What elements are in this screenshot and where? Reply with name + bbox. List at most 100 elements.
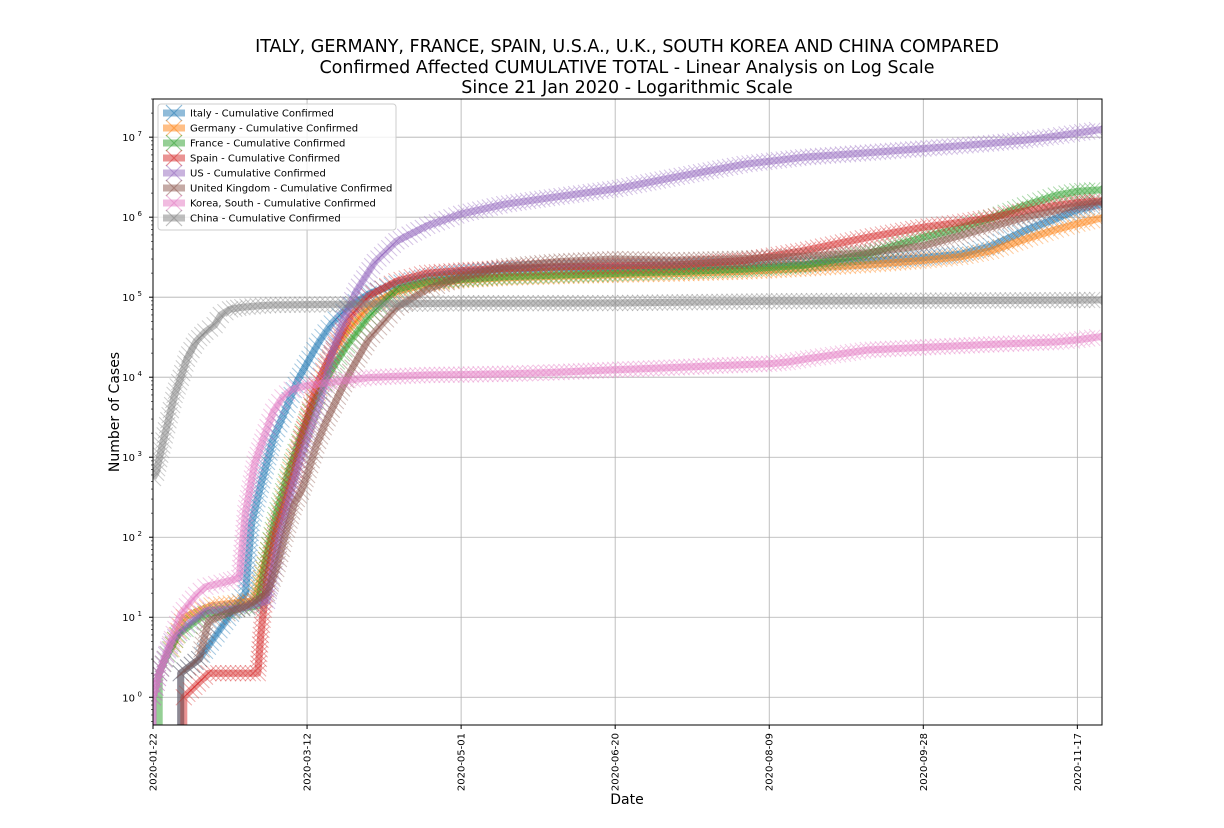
- series-markers: [153, 328, 1102, 706]
- marker-x: [977, 219, 995, 237]
- marker-x: [977, 336, 995, 353]
- marker-x: [251, 640, 269, 658]
- marker-x: [562, 186, 580, 204]
- marker-x: [303, 451, 321, 469]
- marker-x: [962, 136, 979, 154]
- marker-x: [307, 437, 325, 454]
- marker-x: [582, 251, 600, 269]
- marker-x: [260, 579, 278, 597]
- series-line: [180, 197, 1102, 725]
- marker-x: [218, 573, 236, 590]
- marker-x: [924, 338, 942, 356]
- marker-x: [686, 293, 704, 311]
- marker-x: [239, 664, 257, 682]
- marker-x: [282, 507, 300, 525]
- marker-x: [553, 363, 570, 381]
- marker-x: [789, 257, 807, 275]
- marker-x: [219, 664, 237, 682]
- marker-x: [780, 292, 798, 310]
- marker-x: [558, 363, 575, 381]
- marker-x: [726, 356, 744, 374]
- marker-x: [691, 293, 709, 311]
- marker-x: [681, 293, 699, 311]
- marker-x: [529, 191, 546, 208]
- marker-x: [339, 295, 357, 313]
- marker-x: [190, 329, 208, 347]
- marker-x: [1006, 211, 1024, 229]
- marker-x: [428, 264, 446, 281]
- marker-x: [187, 586, 205, 604]
- marker-x: [285, 498, 302, 516]
- marker-x: [712, 250, 729, 268]
- marker-x: [642, 251, 660, 269]
- marker-x: [687, 358, 705, 375]
- marker-x: [350, 295, 367, 313]
- marker-x: [982, 336, 1000, 353]
- marker-x: [874, 340, 892, 358]
- marker-x: [181, 594, 199, 611]
- marker-x: [1047, 127, 1065, 145]
- marker-x: [611, 179, 629, 197]
- marker-x: [617, 361, 634, 378]
- marker-x: [462, 294, 480, 312]
- marker-x: [1022, 334, 1040, 352]
- marker-x: [443, 208, 460, 226]
- marker-x: [532, 364, 550, 382]
- marker-x: [1052, 126, 1070, 144]
- marker-x: [780, 248, 797, 266]
- marker-x: [746, 355, 763, 373]
- marker-x: [467, 202, 484, 220]
- marker-x: [914, 218, 932, 236]
- x-tick-label: 2020-01-22: [149, 733, 160, 791]
- marker-x: [1042, 222, 1060, 240]
- marker-x: [217, 303, 234, 321]
- marker-x: [388, 272, 405, 290]
- marker-x: [785, 292, 803, 310]
- marker-x: [257, 458, 275, 475]
- marker-x: [1011, 232, 1029, 250]
- marker-x: [519, 192, 537, 210]
- marker-x: [1083, 194, 1101, 212]
- marker-x: [1073, 291, 1091, 309]
- marker-x: [567, 252, 585, 270]
- y-tick-exponent: 2: [138, 530, 142, 538]
- marker-x: [1042, 128, 1060, 146]
- marker-x: [653, 359, 670, 377]
- marker-x: [678, 251, 695, 269]
- marker-x: [909, 237, 927, 255]
- marker-x: [731, 156, 749, 174]
- marker-x: [369, 282, 387, 300]
- marker-x: [476, 200, 494, 217]
- marker-x: [306, 442, 324, 459]
- marker-x: [794, 247, 812, 265]
- marker-x: [946, 137, 964, 155]
- marker-x: [289, 457, 307, 475]
- marker-x: [587, 362, 605, 379]
- marker-x: [553, 253, 570, 270]
- marker-x: [243, 470, 261, 487]
- marker-x: [270, 550, 288, 568]
- marker-x: [671, 293, 689, 311]
- marker-x: [701, 293, 718, 311]
- marker-x: [572, 294, 589, 312]
- marker-x: [311, 428, 329, 445]
- marker-x: [1063, 216, 1081, 234]
- marker-x: [770, 292, 788, 310]
- marker-x: [668, 251, 686, 269]
- marker-x: [172, 664, 190, 682]
- marker-x: [293, 296, 311, 313]
- marker-x: [1073, 214, 1091, 231]
- marker-x: [323, 346, 341, 364]
- y-tick-exponent: 0: [138, 690, 142, 698]
- marker-x: [277, 525, 294, 543]
- y-tick-exponent: 5: [138, 290, 142, 298]
- marker-x: [731, 250, 749, 268]
- marker-x: [253, 621, 270, 639]
- legend-entry: China - Cumulative Confirmed: [163, 209, 341, 227]
- marker-x: [716, 357, 734, 374]
- marker-x: [557, 294, 574, 312]
- marker-x: [673, 251, 690, 269]
- marker-x: [849, 145, 867, 162]
- marker-x: [1083, 122, 1101, 140]
- marker-x: [904, 140, 922, 158]
